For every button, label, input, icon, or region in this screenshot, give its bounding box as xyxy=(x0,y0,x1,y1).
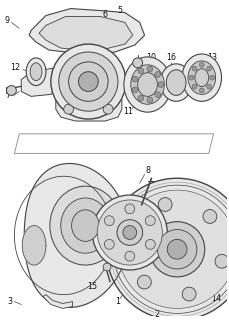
Circle shape xyxy=(92,195,167,270)
Text: 3: 3 xyxy=(7,297,12,306)
Circle shape xyxy=(155,92,161,98)
Ellipse shape xyxy=(26,58,46,85)
Polygon shape xyxy=(21,68,58,96)
Circle shape xyxy=(207,66,212,71)
Ellipse shape xyxy=(30,63,42,81)
Circle shape xyxy=(103,104,113,114)
Circle shape xyxy=(199,88,204,93)
Text: 15: 15 xyxy=(87,282,97,291)
Circle shape xyxy=(51,44,126,119)
Ellipse shape xyxy=(61,198,110,253)
Polygon shape xyxy=(24,164,129,308)
Circle shape xyxy=(203,210,217,223)
Text: 10: 10 xyxy=(147,53,156,62)
Circle shape xyxy=(125,251,135,261)
Text: 7: 7 xyxy=(5,91,10,100)
Polygon shape xyxy=(22,226,46,265)
Circle shape xyxy=(125,230,139,244)
Ellipse shape xyxy=(138,73,157,96)
Circle shape xyxy=(145,216,155,226)
Circle shape xyxy=(215,254,229,268)
Ellipse shape xyxy=(124,57,171,112)
Circle shape xyxy=(147,66,153,72)
Text: 14: 14 xyxy=(212,294,222,303)
Ellipse shape xyxy=(131,65,164,104)
Text: 13: 13 xyxy=(207,53,217,62)
Circle shape xyxy=(104,239,114,249)
Circle shape xyxy=(97,200,162,265)
Circle shape xyxy=(155,71,161,77)
Circle shape xyxy=(192,84,197,89)
Text: 6: 6 xyxy=(103,10,108,19)
Polygon shape xyxy=(29,9,144,55)
Circle shape xyxy=(137,275,151,289)
Circle shape xyxy=(210,75,215,80)
Circle shape xyxy=(132,87,138,93)
Ellipse shape xyxy=(166,70,186,95)
Text: 5: 5 xyxy=(117,6,123,15)
Text: 1: 1 xyxy=(115,297,120,306)
Circle shape xyxy=(145,239,155,249)
Text: 2: 2 xyxy=(155,310,160,319)
Circle shape xyxy=(64,104,74,114)
Circle shape xyxy=(189,75,194,80)
Circle shape xyxy=(69,62,108,101)
Circle shape xyxy=(104,216,114,226)
Circle shape xyxy=(157,229,197,269)
Circle shape xyxy=(123,226,137,239)
Circle shape xyxy=(138,68,144,74)
Text: 8: 8 xyxy=(145,166,150,175)
Circle shape xyxy=(192,66,197,71)
Ellipse shape xyxy=(160,64,192,101)
Ellipse shape xyxy=(50,186,121,265)
Circle shape xyxy=(59,52,118,111)
Circle shape xyxy=(117,220,143,245)
Circle shape xyxy=(79,72,98,92)
Circle shape xyxy=(182,287,196,301)
Ellipse shape xyxy=(72,210,99,241)
Circle shape xyxy=(118,190,229,308)
Circle shape xyxy=(158,82,164,87)
Circle shape xyxy=(106,178,229,320)
Ellipse shape xyxy=(182,54,221,101)
Circle shape xyxy=(207,84,212,89)
Circle shape xyxy=(132,76,138,82)
Ellipse shape xyxy=(188,61,216,94)
Text: 12: 12 xyxy=(10,63,20,72)
Polygon shape xyxy=(39,16,133,50)
Circle shape xyxy=(103,263,111,271)
Text: 16: 16 xyxy=(166,53,176,62)
Circle shape xyxy=(147,97,153,103)
Circle shape xyxy=(125,204,135,214)
Circle shape xyxy=(138,95,144,101)
Circle shape xyxy=(158,197,172,212)
Circle shape xyxy=(167,239,187,259)
Circle shape xyxy=(6,85,16,95)
Circle shape xyxy=(133,58,143,68)
Polygon shape xyxy=(56,94,122,121)
Text: 9: 9 xyxy=(5,16,10,25)
Ellipse shape xyxy=(195,69,209,86)
Circle shape xyxy=(150,222,205,277)
Polygon shape xyxy=(43,295,73,308)
Text: 11: 11 xyxy=(123,107,133,116)
Circle shape xyxy=(199,62,204,67)
